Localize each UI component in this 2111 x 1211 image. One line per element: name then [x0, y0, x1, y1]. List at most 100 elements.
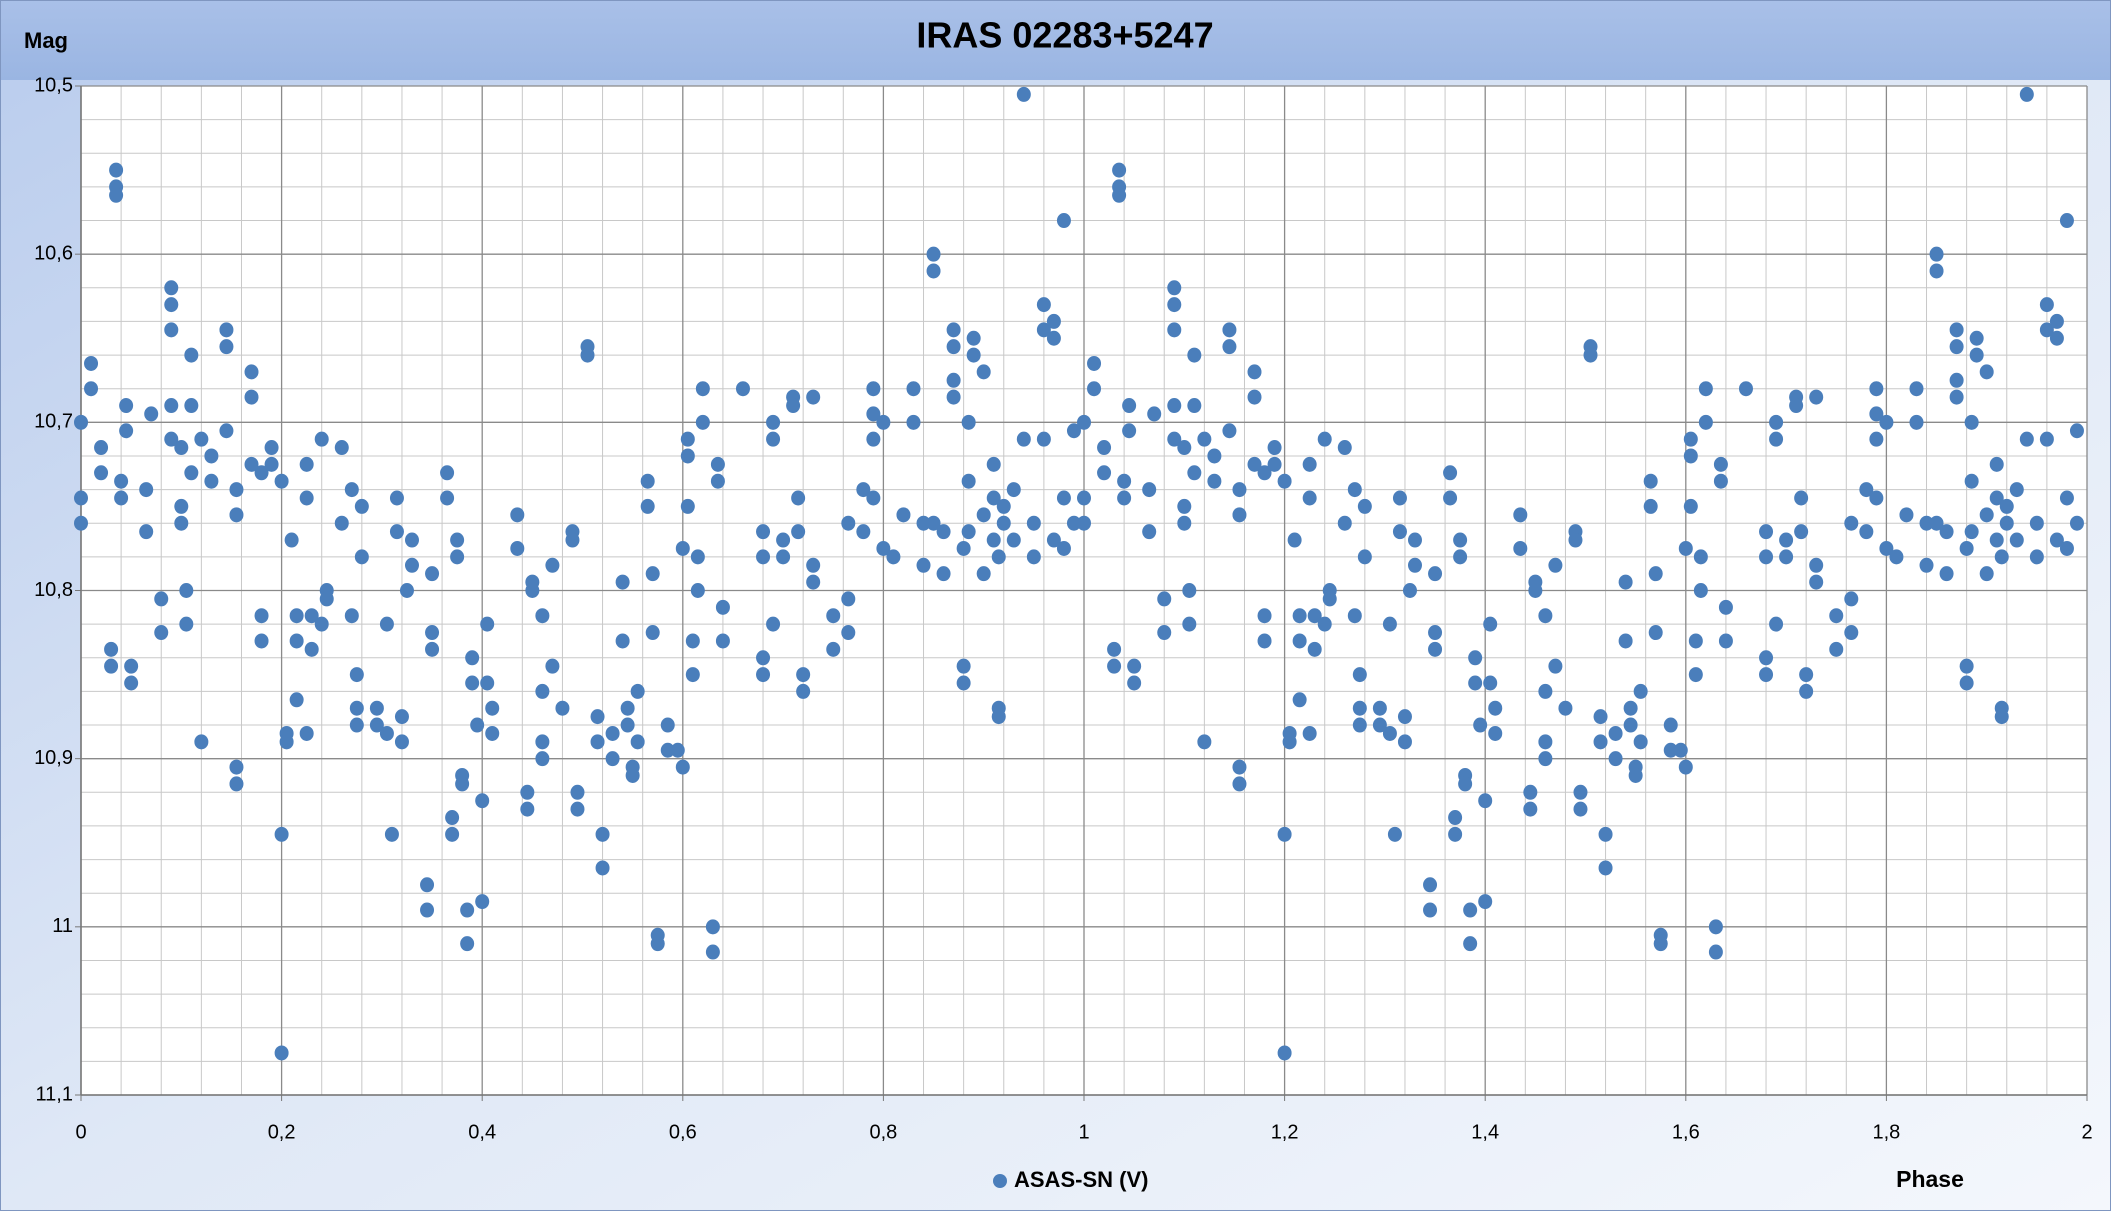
data-point — [139, 524, 154, 540]
data-point — [2049, 313, 2064, 329]
data-point — [640, 498, 655, 514]
x-tick-label: 1,8 — [1872, 1121, 1900, 1143]
data-point — [1929, 263, 1944, 279]
data-point — [299, 490, 314, 506]
data-point — [906, 381, 921, 397]
data-point — [766, 414, 781, 430]
data-point — [1337, 515, 1352, 531]
data-point — [174, 440, 189, 456]
data-point — [445, 810, 460, 826]
data-point — [1277, 826, 1292, 842]
data-point — [174, 515, 189, 531]
data-point — [1056, 213, 1071, 229]
data-point — [886, 549, 901, 565]
data-point — [1423, 902, 1438, 918]
data-point — [1282, 734, 1297, 750]
data-point — [229, 507, 244, 523]
data-point — [1759, 650, 1774, 666]
data-point — [615, 574, 630, 590]
data-point — [1949, 339, 1964, 355]
data-point — [465, 650, 480, 666]
data-point — [986, 456, 1001, 472]
data-point — [450, 549, 465, 565]
data-point — [1859, 482, 1874, 498]
data-point — [1142, 524, 1157, 540]
data-point — [334, 440, 349, 456]
data-point — [1573, 784, 1588, 800]
header-band — [0, 0, 2111, 80]
data-point — [1969, 347, 1984, 363]
data-point — [1538, 734, 1553, 750]
data-point — [1683, 498, 1698, 514]
data-point — [425, 566, 440, 582]
data-point — [475, 793, 490, 809]
data-point — [1909, 381, 1924, 397]
data-point — [510, 540, 525, 556]
data-point — [1483, 616, 1498, 632]
data-point — [1036, 431, 1051, 447]
data-point — [84, 355, 99, 371]
data-point — [695, 414, 710, 430]
data-point — [164, 398, 179, 414]
data-point — [184, 465, 199, 481]
data-point — [776, 532, 791, 548]
data-point — [620, 700, 635, 716]
data-point — [2059, 540, 2074, 556]
data-point — [1292, 692, 1307, 708]
data-point — [244, 364, 259, 380]
data-point — [475, 894, 490, 910]
data-point — [1964, 414, 1979, 430]
data-point — [1382, 616, 1397, 632]
data-point — [425, 641, 440, 657]
data-point — [1317, 431, 1332, 447]
data-point — [445, 826, 460, 842]
data-point — [279, 734, 294, 750]
data-point — [485, 725, 500, 741]
data-point — [1939, 524, 1954, 540]
data-point — [1483, 675, 1498, 691]
y-tick-label: 11 — [52, 915, 73, 937]
data-point — [440, 490, 455, 506]
data-point — [379, 725, 394, 741]
data-point — [289, 633, 304, 649]
data-point — [2019, 86, 2034, 102]
data-point — [1829, 608, 1844, 624]
data-point — [119, 423, 134, 439]
data-point — [545, 557, 560, 573]
data-point — [1448, 826, 1463, 842]
data-point — [254, 465, 269, 481]
data-point — [184, 347, 199, 363]
data-point — [2039, 431, 2054, 447]
x-tick-label: 1,6 — [1672, 1121, 1700, 1143]
data-point — [1949, 322, 1964, 338]
data-point — [1718, 599, 1733, 615]
data-point — [1513, 540, 1528, 556]
data-point — [605, 725, 620, 741]
data-point — [1573, 801, 1588, 817]
data-point — [109, 162, 124, 178]
data-point — [1919, 515, 1934, 531]
data-point — [1352, 700, 1367, 716]
data-point — [1026, 549, 1041, 565]
data-point — [926, 515, 941, 531]
data-point — [1177, 440, 1192, 456]
data-point — [354, 549, 369, 565]
data-point — [1693, 583, 1708, 598]
data-point — [1122, 423, 1137, 439]
data-point — [289, 692, 304, 708]
data-point — [299, 456, 314, 472]
data-point — [2029, 515, 2044, 531]
data-point — [1759, 549, 1774, 565]
data-point — [1633, 734, 1648, 750]
data-point — [705, 919, 720, 935]
data-point — [876, 540, 891, 556]
data-point — [2039, 322, 2054, 338]
data-point — [1347, 608, 1362, 624]
data-point — [555, 700, 570, 716]
data-point — [1488, 700, 1503, 716]
data-point — [304, 641, 319, 657]
data-point — [1593, 709, 1608, 725]
data-point — [1548, 557, 1563, 573]
data-point — [264, 440, 279, 456]
data-point — [1693, 549, 1708, 565]
